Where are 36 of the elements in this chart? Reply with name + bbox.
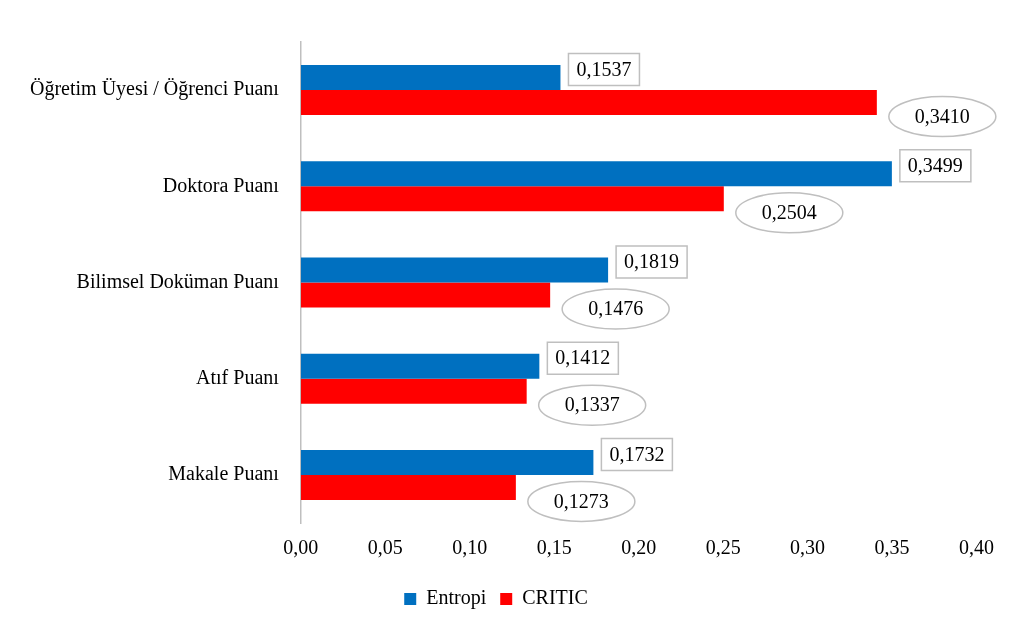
legend-label: CRITIC <box>522 586 588 609</box>
data-label: 0,1412 <box>555 346 611 369</box>
bar <box>300 378 527 404</box>
bar <box>300 449 594 475</box>
x-tick-label: 0,00 <box>283 536 319 559</box>
x-tick-label: 0,15 <box>536 536 572 559</box>
data-label: 0,1273 <box>553 489 609 512</box>
x-tick-label: 0,25 <box>705 536 741 559</box>
x-tick-label: 0,10 <box>452 536 488 559</box>
data-label: 0,1537 <box>576 57 632 80</box>
data-label: 0,1819 <box>624 250 680 273</box>
y-tick-label: Öğretim Üyesi / Öğrenci Puanı <box>29 77 280 101</box>
x-tick-label: 0,35 <box>874 536 910 559</box>
y-tick-label: Bilimsel Doküman Puanı <box>76 269 280 292</box>
bar <box>300 65 561 91</box>
data-label: 0,3410 <box>914 104 970 127</box>
data-label: 0,2504 <box>761 201 817 224</box>
y-tick-label: Atıf Puanı <box>196 365 280 388</box>
x-tick-label: 0,05 <box>367 536 403 559</box>
bar <box>300 161 892 187</box>
x-tick-label: 0,30 <box>790 536 826 559</box>
data-label: 0,1732 <box>609 442 665 465</box>
bar <box>300 186 724 212</box>
bar <box>300 353 540 379</box>
bar <box>300 90 877 116</box>
x-tick-label: 0,40 <box>959 536 994 559</box>
bar <box>300 257 609 283</box>
x-tick-label: 0,20 <box>621 536 657 559</box>
y-tick-label: Makale Puanı <box>168 462 280 485</box>
data-label: 0,1476 <box>588 297 644 320</box>
bar <box>300 474 516 500</box>
bar <box>300 282 551 308</box>
data-label: 0,1337 <box>564 393 620 416</box>
legend-label: Entropi <box>426 586 487 610</box>
data-label: 0,3499 <box>907 154 963 177</box>
y-tick-label: Doktora Puanı <box>162 173 280 196</box>
